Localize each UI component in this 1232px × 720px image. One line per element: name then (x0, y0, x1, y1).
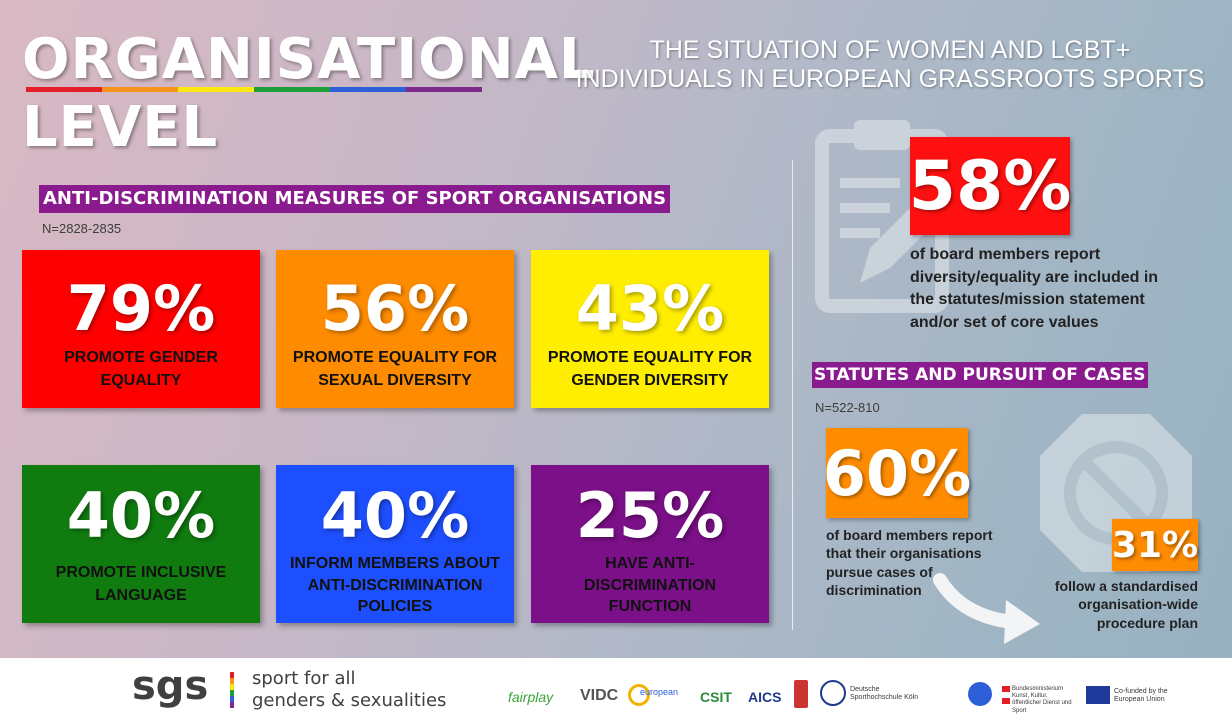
sgs-bar-purple (230, 702, 234, 708)
badge-logo-icon (794, 680, 808, 708)
curved-arrow-icon (933, 573, 1040, 644)
board-pct-box: 58% (908, 137, 1072, 235)
measure-label-line: SEXUAL DIVERSITY (318, 372, 472, 390)
measure-card-gender-diversity: 43% PROMOTE EQUALITY FOR GENDER DIVERSIT… (531, 250, 769, 408)
measures-header: ANTI-DISCRIMINATION MEASURES OF SPORT OR… (39, 185, 671, 213)
sgs-bar-yellow (230, 684, 234, 690)
subtitle: THE SITUATION OF WOMEN AND LGBT+ INDIVID… (560, 36, 1220, 94)
measure-pct: 79% (66, 272, 216, 345)
measure-label: PROMOTE EQUALITY FOR SEXUAL DIVERSITY (276, 346, 514, 392)
measure-label-line: POLICIES (357, 598, 433, 616)
university-seal-icon (820, 680, 846, 706)
cases-pct: 60% (822, 436, 972, 510)
measure-label: PROMOTE EQUALITY FOR GENDER DIVERSITY (531, 346, 769, 392)
cases-desc-line: pursue cases of (826, 563, 933, 580)
partner-logo-vidc: VIDC (580, 687, 619, 704)
procedure-desc-line: procedure plan (1096, 614, 1198, 631)
sgs-bar-blue (230, 696, 234, 702)
measure-card-sexual-diversity: 56% PROMOTE EQUALITY FOR SEXUAL DIVERSIT… (276, 250, 514, 408)
measure-label: HAVE ANTI- DISCRIMINATION FUNCTION (531, 553, 769, 618)
measure-label: PROMOTE GENDER EQUALITY (22, 346, 260, 392)
measure-pct: 40% (320, 479, 470, 552)
partner-logo-bmkoes: Bundesministerium Kunst, Kultur, öffentl… (1012, 686, 1072, 714)
measure-label-line: GENDER DIVERSITY (571, 372, 729, 390)
footer: sgs sport for all genders & sexualities … (0, 658, 1232, 720)
sgs-bar-green (230, 690, 234, 696)
measure-label: PROMOTE INCLUSIVE LANGUAGE (22, 561, 260, 607)
measure-pct: 40% (66, 479, 216, 552)
sgs-bar-orange (230, 678, 234, 684)
procedure-desc-line: follow a standardised (1054, 578, 1198, 594)
partner-logo-dshs: Deutsche Sporthochschule Köln (850, 686, 919, 702)
measure-pct: 25% (575, 479, 725, 552)
partner-logo-aics: AICS (748, 689, 782, 705)
cases-desc-line: discrimination (826, 582, 922, 599)
measure-label-line: EQUALITY (100, 372, 182, 390)
cases-description: of board members report that their organ… (826, 526, 992, 600)
rainbow-purple (406, 87, 482, 92)
procedure-pct: 31% (1111, 524, 1199, 566)
rainbow-orange (102, 87, 178, 92)
measure-label-line: FUNCTION (608, 598, 692, 616)
measure-card-gender-equality: 79% PROMOTE GENDER EQUALITY (22, 250, 260, 408)
cases-desc-line: of board members report (826, 527, 993, 543)
page-title-line2: LEVEL (22, 95, 219, 160)
measure-label: INFORM MEMBERS ABOUT ANTI-DISCRIMINATION… (276, 553, 514, 618)
circle-logo-icon (968, 682, 992, 706)
measure-label-line: DISCRIMINATION (583, 576, 717, 594)
procedure-pct-box: 31% (1112, 519, 1198, 571)
statutes-header: STATUTES AND PURSUIT OF CASES (812, 362, 1148, 389)
measure-card-anti-discrimination-function: 25% HAVE ANTI- DISCRIMINATION FUNCTION (531, 465, 769, 623)
rainbow-red (26, 87, 102, 92)
sgs-tagline: sport for all genders & sexualities (252, 668, 446, 711)
cases-desc-line: that their organisations (826, 545, 982, 562)
page-title-line1: ORGANISATIONAL (22, 27, 596, 92)
board-desc-line: the statutes/mission statement (910, 291, 1145, 309)
procedure-description: follow a standardised organisation-wide … (1022, 577, 1198, 632)
subtitle-line1: THE SITUATION OF WOMEN AND LGBT+ (649, 36, 1131, 64)
rainbow-blue (330, 87, 406, 92)
rainbow-yellow (178, 87, 254, 92)
measure-pct: 43% (575, 272, 725, 345)
measure-label-line: PROMOTE GENDER (64, 349, 218, 366)
statutes-n-label: N=522-810 (815, 400, 880, 415)
european-logo-icon (628, 684, 650, 706)
partner-logo-csit: CSIT (700, 689, 732, 705)
board-desc-line: of board members report (910, 246, 1101, 263)
partner-logo-eu: Co-funded by the European Union (1114, 688, 1168, 704)
measure-label-line: ANTI-DISCRIMINATION (307, 576, 483, 594)
cases-pct-box: 60% (822, 428, 972, 518)
board-description: of board members report diversity/equali… (910, 244, 1158, 335)
sgs-logo: sgs (132, 663, 209, 709)
measure-card-inform-members: 40% INFORM MEMBERS ABOUT ANTI-DISCRIMINA… (276, 465, 514, 623)
vertical-divider (792, 160, 793, 630)
measure-label-line: INFORM MEMBERS ABOUT (289, 555, 501, 572)
measure-card-inclusive-language: 40% PROMOTE INCLUSIVE LANGUAGE (22, 465, 260, 623)
measure-label-line: HAVE ANTI- (605, 555, 695, 572)
austria-flag-icon (1002, 686, 1010, 704)
measure-label-line: LANGUAGE (95, 587, 187, 605)
sgs-rainbow-bar (230, 672, 234, 708)
sgs-tagline-line: genders & sexualities (252, 689, 447, 711)
measures-n-label: N=2828-2835 (42, 221, 122, 236)
measure-label-line: PROMOTE EQUALITY FOR (547, 349, 753, 366)
board-desc-line: diversity/equality are included in (910, 268, 1159, 286)
rainbow-stripe (26, 87, 482, 92)
subtitle-line2: INDIVIDUALS IN EUROPEAN GRASSROOTS SPORT… (575, 64, 1205, 93)
eu-flag-icon (1086, 686, 1110, 704)
board-pct: 58% (908, 146, 1072, 226)
measure-pct: 56% (320, 272, 470, 345)
measure-label-line: PROMOTE EQUALITY FOR (292, 349, 498, 366)
sgs-tagline-line: sport for all (252, 668, 356, 689)
procedure-desc-line: organisation-wide (1078, 596, 1198, 613)
partner-logo-european: european (640, 687, 679, 697)
rainbow-green (254, 87, 330, 92)
sgs-bar-red (230, 672, 234, 678)
board-desc-line: and/or set of core values (910, 314, 1099, 332)
measure-label-line: PROMOTE INCLUSIVE (55, 564, 227, 581)
partner-logo-fairplay: fairplay (508, 689, 554, 705)
